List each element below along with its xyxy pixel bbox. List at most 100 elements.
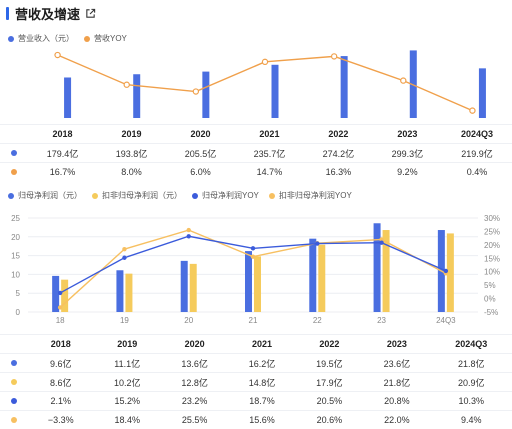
x-tick-label: 20 <box>184 316 193 325</box>
table-header-cell: 2020 <box>161 335 228 354</box>
deducted-profit-bar <box>254 256 261 312</box>
net-profit-yoy-point <box>251 246 255 250</box>
table-cell: 23.2% <box>161 392 228 411</box>
deducted-profit-yoy-point <box>187 228 191 232</box>
table-cell: 179.4亿 <box>28 144 97 163</box>
y-right-tick-label: 30% <box>484 214 500 223</box>
table-cell: 14.7% <box>235 163 304 182</box>
y-left-tick-label: 0 <box>16 308 21 317</box>
x-tick-label: 24Q3 <box>436 316 456 325</box>
table-cell: 6.0% <box>166 163 235 182</box>
table-header-cell: 2018 <box>28 125 97 144</box>
table-cell: 16.2亿 <box>228 354 295 373</box>
table-cell: 20.9亿 <box>431 373 512 392</box>
table-cell: 299.3亿 <box>373 144 442 163</box>
y-left-tick-label: 5 <box>16 289 21 298</box>
row-marker-dot <box>11 360 17 366</box>
table-cell: 20.5% <box>296 392 363 411</box>
net-profit-yoy-point <box>444 269 448 273</box>
y-left-tick-label: 25 <box>11 214 20 223</box>
x-tick-label: 19 <box>120 316 129 325</box>
row-marker-dot <box>11 169 17 175</box>
net-profit-bar <box>181 261 188 312</box>
deducted-profit-bar <box>190 264 197 312</box>
net-profit-yoy-point <box>58 291 62 295</box>
table-row: −3.3% 18.4% 25.5% 15.6% 20.6% 22.0% 9.4% <box>0 411 512 429</box>
table-header-cell: 2023 <box>373 125 442 144</box>
table-cell: 18.4% <box>94 411 161 429</box>
table-cell: 219.9亿 <box>442 144 512 163</box>
table-header-cell: 2024Q3 <box>431 335 512 354</box>
y-left-tick-label: 20 <box>11 233 20 242</box>
table-cell: 0.4% <box>442 163 512 182</box>
table-cell: 8.6亿 <box>28 373 94 392</box>
table-cell: 193.8亿 <box>97 144 166 163</box>
profit-table: 2018 2019 2020 2021 2022 2023 2024Q3 9.6… <box>0 334 512 429</box>
x-tick-label: 22 <box>313 316 322 325</box>
table-header-cell: 2022 <box>296 335 363 354</box>
table-header-cell: 2021 <box>235 125 304 144</box>
table-cell: 274.2亿 <box>304 144 373 163</box>
y-right-tick-label: 10% <box>484 268 500 277</box>
table-header-cell: 2019 <box>94 335 161 354</box>
net-profit-bar <box>116 270 123 312</box>
y-right-tick-label: -5% <box>484 308 498 317</box>
table-cell: 9.2% <box>373 163 442 182</box>
table-cell: 11.1亿 <box>94 354 161 373</box>
table-header-cell: 2019 <box>97 125 166 144</box>
net-profit-yoy-point <box>315 241 319 245</box>
net-profit-yoy-point <box>122 256 126 260</box>
net-profit-bar <box>374 223 381 312</box>
table-row: 8.6亿 10.2亿 12.8亿 14.8亿 17.9亿 21.8亿 20.9亿 <box>0 373 512 392</box>
table-cell: 9.4% <box>431 411 512 429</box>
table-cell: 9.6亿 <box>28 354 94 373</box>
y-left-tick-label: 15 <box>11 252 20 261</box>
table-row: 179.4亿 193.8亿 205.5亿 235.7亿 274.2亿 299.3… <box>0 144 512 163</box>
table-row: 9.6亿 11.1亿 13.6亿 16.2亿 19.5亿 23.6亿 21.8亿 <box>0 354 512 373</box>
x-tick-label: 21 <box>249 316 258 325</box>
revenue-table: 2018 2019 2020 2021 2022 2023 2024Q3 179… <box>0 124 512 181</box>
row-marker-dot <box>11 417 17 423</box>
table-header-cell: 2021 <box>228 335 295 354</box>
table-cell: 25.5% <box>161 411 228 429</box>
x-tick-label: 23 <box>377 316 386 325</box>
table-cell: 19.5亿 <box>296 354 363 373</box>
table-cell: −3.3% <box>28 411 94 429</box>
table-cell: 18.7% <box>228 392 295 411</box>
table-cell: 20.6% <box>296 411 363 429</box>
table-cell: 10.2亿 <box>94 373 161 392</box>
y-right-tick-label: 5% <box>484 281 496 290</box>
row-marker-dot <box>11 150 17 156</box>
table-cell: 16.3% <box>304 163 373 182</box>
table-cell: 15.6% <box>228 411 295 429</box>
table-header-cell: 2022 <box>304 125 373 144</box>
net-profit-bar <box>52 276 59 312</box>
net-profit-bar <box>309 239 316 312</box>
net-profit-bar <box>245 251 252 312</box>
table-cell: 20.8% <box>363 392 430 411</box>
table-row: 2.1% 15.2% 23.2% 18.7% 20.5% 20.8% 10.3% <box>0 392 512 411</box>
table-cell: 235.7亿 <box>235 144 304 163</box>
table-cell: 205.5亿 <box>166 144 235 163</box>
table-cell: 12.8亿 <box>161 373 228 392</box>
table-header-row: 2018 2019 2020 2021 2022 2023 2024Q3 <box>0 125 512 144</box>
table-cell: 10.3% <box>431 392 512 411</box>
table-cell: 14.8亿 <box>228 373 295 392</box>
deducted-profit-bar <box>125 274 132 312</box>
table-header-row: 2018 2019 2020 2021 2022 2023 2024Q3 <box>0 335 512 354</box>
table-cell: 21.8亿 <box>431 354 512 373</box>
net-profit-yoy-point <box>187 234 191 238</box>
table-header-cell: 2024Q3 <box>442 125 512 144</box>
row-marker-dot <box>11 379 17 385</box>
y-left-tick-label: 10 <box>11 270 20 279</box>
deducted-profit-yoy-point <box>58 305 62 309</box>
table-cell: 23.6亿 <box>363 354 430 373</box>
deducted-profit-bar <box>318 245 325 312</box>
y-right-tick-label: 20% <box>484 241 500 250</box>
y-right-tick-label: 0% <box>484 295 496 304</box>
deducted-profit-yoy-point <box>251 254 255 258</box>
table-cell: 13.6亿 <box>161 354 228 373</box>
table-header-cell: 2018 <box>28 335 94 354</box>
table-cell: 17.9亿 <box>296 373 363 392</box>
table-cell: 15.2% <box>94 392 161 411</box>
